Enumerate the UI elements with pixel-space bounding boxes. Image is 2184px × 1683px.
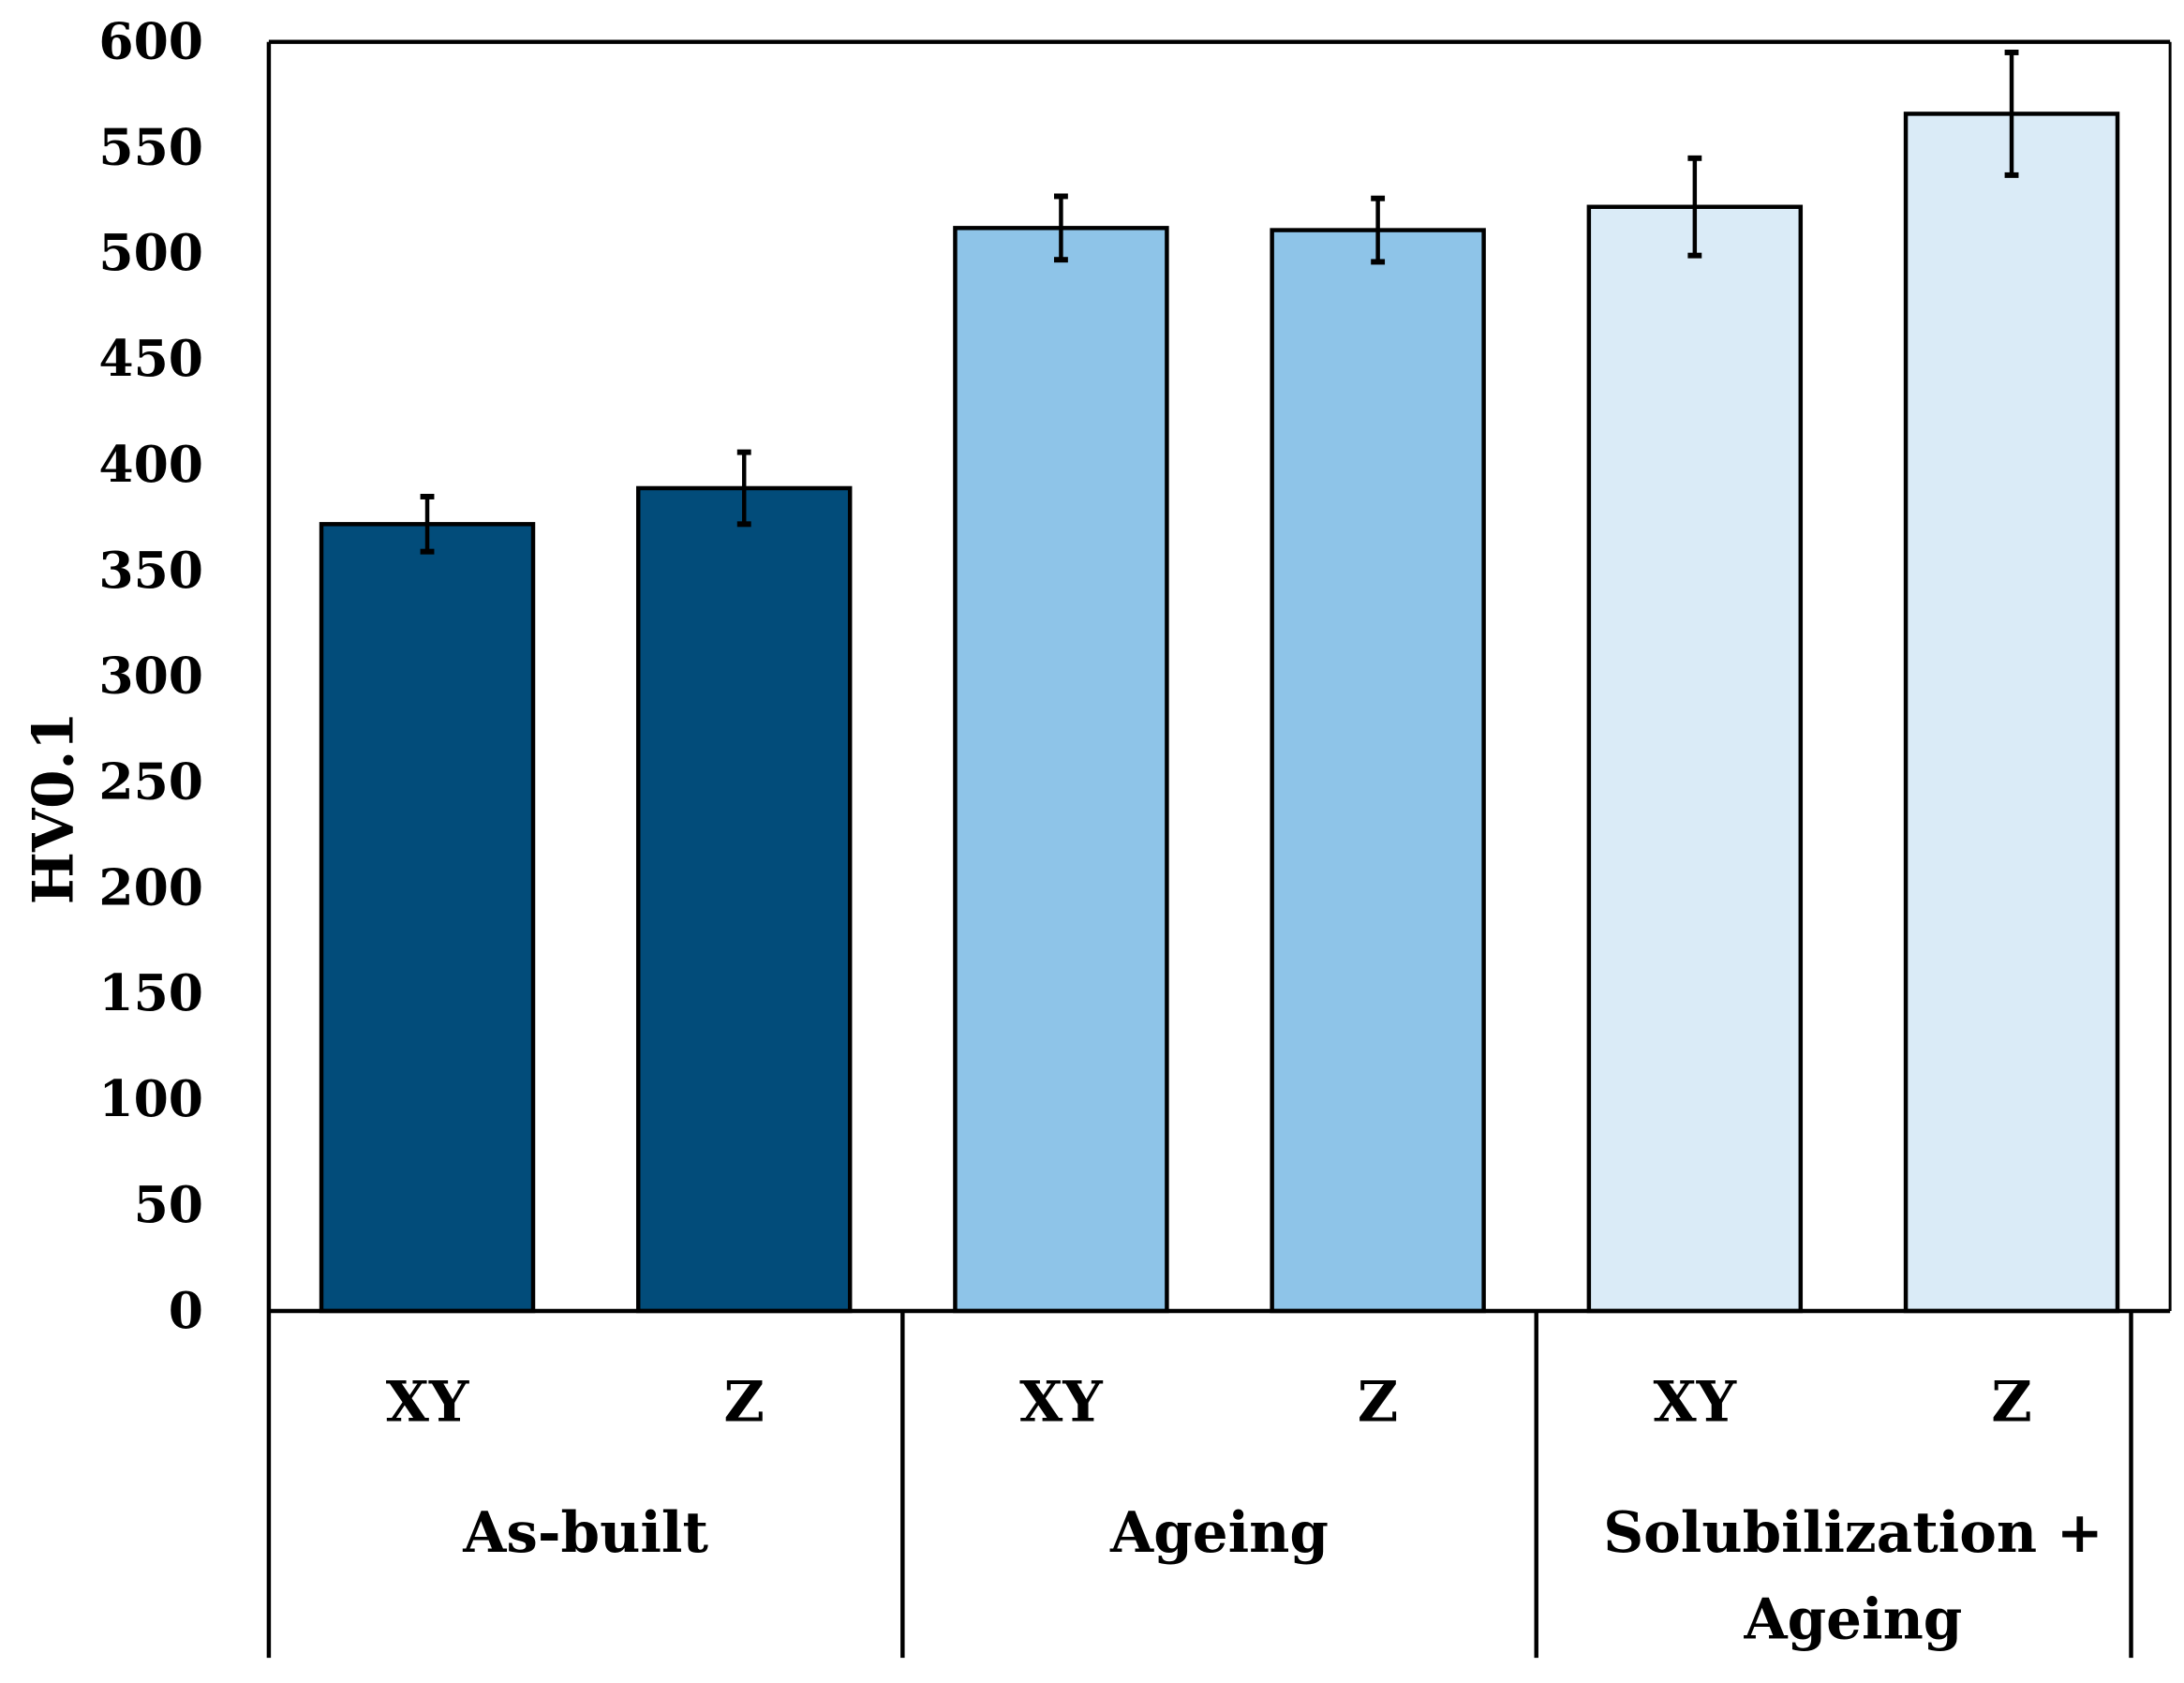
x-category-label: XY [1654,1369,1737,1435]
y-tick-label: 350 [98,541,203,600]
y-tick-label: 550 [98,117,203,176]
y-tick-label: 50 [134,1175,203,1234]
y-tick-label: 400 [98,435,203,494]
x-group-label: Ageing [1109,1500,1329,1566]
x-category-label: Z [724,1369,765,1435]
bar [953,226,1169,1314]
x-group-label: Ageing [1743,1586,1962,1652]
y-tick-label: 300 [98,647,203,706]
y-tick-label: 100 [98,1069,203,1128]
x-category-label: XY [386,1369,469,1435]
y-tick-label: 0 [169,1281,203,1340]
y-tick-label: 450 [98,329,203,388]
y-tick-label: 150 [98,963,203,1022]
bar [319,522,536,1314]
bars [319,50,2120,1314]
bar [1270,228,1486,1314]
x-category-label: XY [1019,1369,1103,1435]
x-group-label: Solubilization + [1603,1500,2102,1566]
x-group-label: As-built [462,1500,708,1566]
y-axis-ticks: 0 50 100 150 200 250 300 350 400 450 500 550 600 [98,12,203,1340]
bar [636,485,853,1314]
plot-frame [266,39,2172,1659]
y-axis-label: HV0.1 [21,711,86,904]
y-tick-label: 500 [98,223,203,282]
y-tick-label: 250 [98,752,203,812]
x-category-label: Z [1358,1369,1398,1435]
x-category-label: Z [1991,1369,2031,1435]
y-tick-label: 200 [98,857,203,916]
y-tick-label: 600 [98,12,203,71]
bar [1586,204,1804,1314]
bar [1903,112,2120,1314]
